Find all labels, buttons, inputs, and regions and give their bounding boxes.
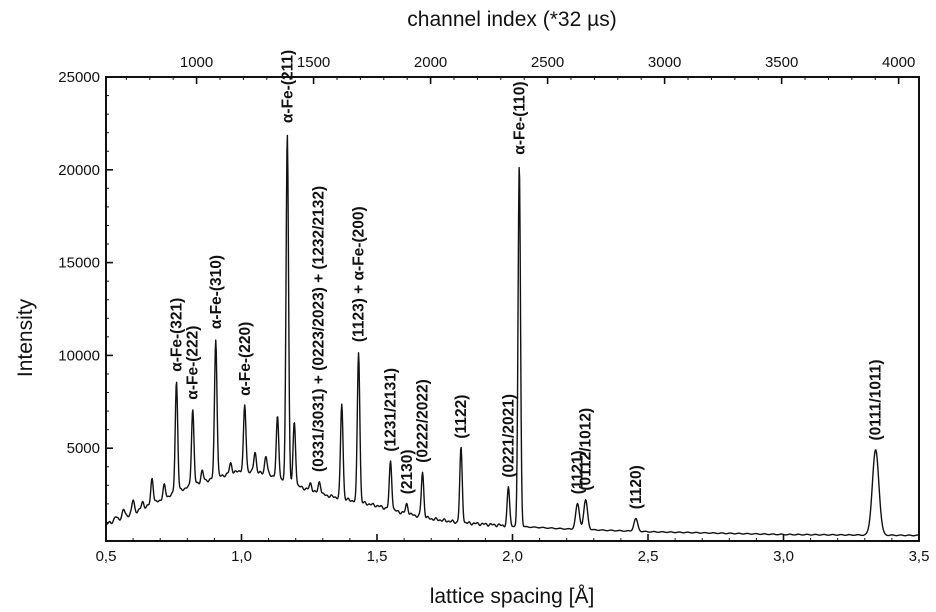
- peak-annotation: α-Fe-(211): [279, 50, 296, 123]
- peak-annotation: (1120): [628, 465, 645, 509]
- top-tick-label: 4000: [882, 54, 915, 71]
- top-tick-label: 3500: [765, 54, 798, 71]
- y-tick-label: 15000: [58, 255, 100, 272]
- peak-annotation: (0222/2022): [415, 379, 432, 463]
- peak-annotation: (2130): [399, 449, 416, 494]
- peak-annotation: (0331/3031) + (0223/2023) + (1232/2132): [311, 186, 328, 472]
- peak-annotation: α-Fe-(310): [208, 255, 225, 329]
- top-tick-label: 1000: [180, 54, 213, 71]
- peak-annotation: α-Fe-(110): [511, 81, 528, 154]
- x-tick-label: 3,5: [909, 548, 930, 565]
- top-axis-title: channel index (*32 µs): [407, 8, 616, 31]
- peak-annotations: α-Fe-(321) α-Fe-(222) α-Fe-(310) α-Fe-(220)…: [169, 50, 885, 509]
- top-tick-label: 2500: [531, 54, 564, 71]
- peak-annotation: α-Fe-(321): [169, 298, 186, 372]
- top-tick-label: 2000: [414, 54, 447, 71]
- tick-labels: 0,5 1,0 1,5 2,0 2,5 3,0 3,5 5000 10000 15000 20000…: [58, 54, 929, 565]
- peak-annotation: α-Fe-(222): [185, 326, 202, 400]
- peak-annotation: (0111/1011): [868, 359, 885, 440]
- y-tick-label: 10000: [58, 347, 100, 364]
- y-tick-label: 20000: [58, 162, 100, 179]
- x-tick-label: 0,5: [96, 548, 117, 565]
- tick-marks: [105, 76, 920, 541]
- peak-annotation: (1121): [570, 450, 587, 494]
- y-tick-label: 5000: [67, 440, 100, 457]
- x-tick-label: 2,5: [638, 548, 659, 565]
- x-tick-label: 3,0: [773, 548, 794, 565]
- series-line-intensity: [105, 134, 920, 537]
- x-axis-title: lattice spacing [Å]: [430, 585, 595, 608]
- peak-annotation: (0112/1012): [578, 408, 595, 491]
- top-tick-label: 3000: [648, 54, 681, 71]
- top-tick-label: 1500: [297, 54, 330, 71]
- x-tick-label: 1,5: [367, 548, 388, 565]
- peak-annotation: (0221/2021): [500, 394, 517, 478]
- peak-annotation: (1123) + α-Fe-(200): [351, 206, 368, 342]
- peak-annotation: (1122): [453, 395, 470, 439]
- peak-annotation: (1231/2131): [383, 368, 400, 452]
- y-axis-title: Intensity: [14, 298, 37, 377]
- x-tick-label: 1,0: [231, 548, 252, 565]
- x-tick-label: 2,0: [502, 548, 523, 565]
- peak-annotation: α-Fe-(220): [237, 322, 254, 396]
- y-tick-label: 25000: [58, 69, 100, 86]
